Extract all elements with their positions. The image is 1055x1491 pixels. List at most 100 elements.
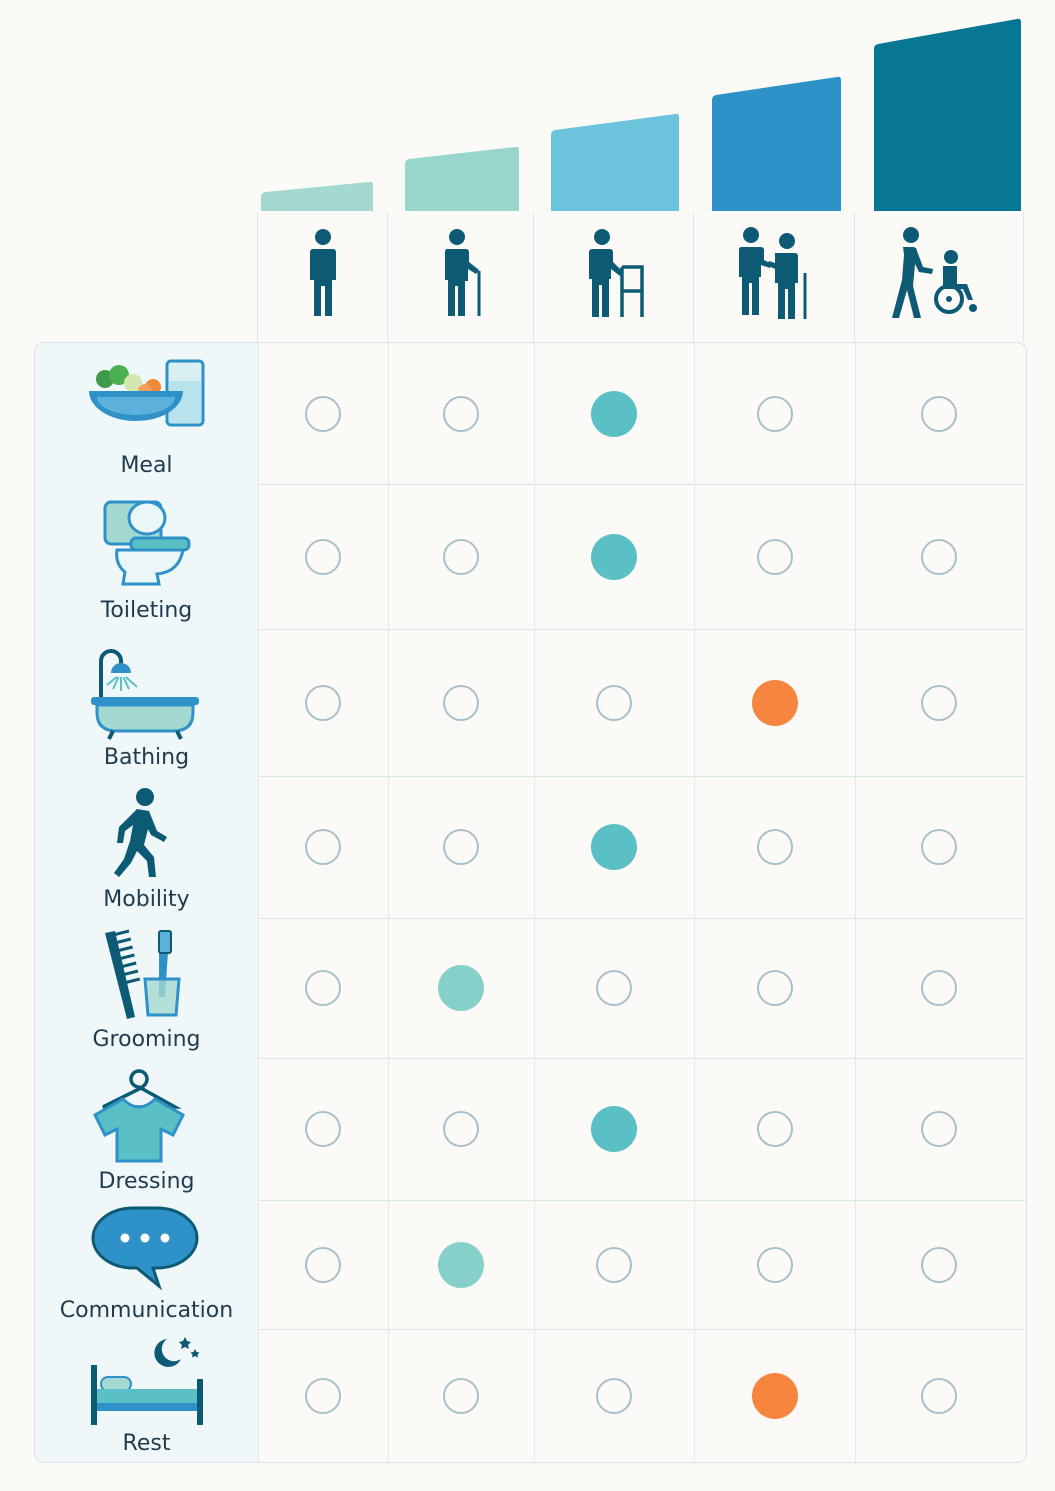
- level-radio-dot[interactable]: [756, 395, 793, 432]
- level-cell[interactable]: [855, 776, 1023, 918]
- level-cell[interactable]: [534, 776, 695, 918]
- care-level-bar: [405, 146, 519, 211]
- level-radio-dot[interactable]: [443, 395, 479, 432]
- level-radio-dot[interactable]: [756, 829, 793, 865]
- level-radio-dot[interactable]: [921, 395, 957, 432]
- level-cell[interactable]: [388, 1329, 535, 1462]
- level-cell[interactable]: [388, 343, 535, 484]
- selected-level-dot[interactable]: [591, 533, 637, 580]
- bed-moon-icon: [90, 1337, 203, 1425]
- level-radio-dot[interactable]: [443, 538, 479, 575]
- selected-level-dot[interactable]: [751, 1372, 798, 1419]
- level-radio-dot[interactable]: [443, 829, 479, 865]
- level-radio-dot[interactable]: [756, 970, 793, 1006]
- level-radio-dot[interactable]: [596, 684, 632, 721]
- level-radio-dot[interactable]: [443, 1377, 479, 1414]
- level-cell[interactable]: [855, 918, 1023, 1058]
- level-cell[interactable]: [694, 1329, 856, 1462]
- selected-level-dot[interactable]: [591, 1106, 637, 1152]
- level-cell[interactable]: [258, 776, 389, 918]
- level-radio-dot[interactable]: [921, 1377, 957, 1414]
- level-cell[interactable]: [258, 1058, 389, 1200]
- level-cell[interactable]: [534, 1200, 695, 1329]
- activity-label: Toileting: [100, 598, 193, 623]
- selected-level-dot[interactable]: [438, 965, 484, 1011]
- level-cell[interactable]: [855, 343, 1023, 484]
- activity-row: Dressing: [35, 1058, 1026, 1201]
- level-radio-dot[interactable]: [921, 1111, 957, 1147]
- level-cell[interactable]: [855, 484, 1023, 629]
- level-cell[interactable]: [534, 918, 695, 1058]
- level-radio-dot[interactable]: [756, 538, 793, 575]
- level-cell[interactable]: [855, 629, 1023, 776]
- level-cell[interactable]: [388, 484, 535, 629]
- selected-level-dot[interactable]: [591, 390, 637, 437]
- level-cell[interactable]: [534, 1329, 695, 1462]
- level-cell[interactable]: [388, 629, 535, 776]
- person-with-cane-icon: [444, 229, 481, 316]
- care-level-bar: [712, 76, 841, 211]
- activity-label-cell: Rest: [35, 1329, 259, 1462]
- level-cell[interactable]: [534, 343, 695, 484]
- level-cell[interactable]: [258, 1200, 389, 1329]
- level-radio-dot[interactable]: [921, 970, 957, 1006]
- level-cell[interactable]: [694, 1058, 856, 1200]
- activity-label-cell: Meal: [35, 343, 259, 484]
- level-radio-dot[interactable]: [756, 1111, 793, 1147]
- level-radio-dot[interactable]: [921, 1246, 957, 1283]
- level-radio-dot[interactable]: [305, 970, 341, 1006]
- activity-row: Grooming: [35, 918, 1026, 1059]
- person-with-walker-icon: [589, 229, 644, 317]
- care-level-bars: [261, 18, 1021, 211]
- level-cell[interactable]: [694, 776, 856, 918]
- level-radio-dot[interactable]: [921, 684, 957, 721]
- selected-level-dot[interactable]: [591, 824, 637, 870]
- care-level-header-cell: [693, 212, 855, 342]
- level-radio-dot[interactable]: [305, 829, 341, 865]
- activity-row: Mobility: [35, 776, 1026, 919]
- person-wheelchair-pushed-icon: [892, 227, 977, 318]
- level-cell[interactable]: [694, 343, 856, 484]
- level-radio-dot[interactable]: [596, 970, 632, 1006]
- level-radio-dot[interactable]: [305, 1377, 341, 1414]
- level-cell[interactable]: [388, 1058, 535, 1200]
- care-level-header-cell: [533, 212, 694, 342]
- level-cell[interactable]: [694, 484, 856, 629]
- selected-level-dot[interactable]: [438, 1241, 484, 1288]
- level-radio-dot[interactable]: [305, 1111, 341, 1147]
- level-radio-dot[interactable]: [305, 1246, 341, 1283]
- level-radio-dot[interactable]: [305, 538, 341, 575]
- level-cell[interactable]: [388, 1200, 535, 1329]
- level-cell[interactable]: [258, 918, 389, 1058]
- level-cell[interactable]: [388, 918, 535, 1058]
- level-radio-dot[interactable]: [921, 829, 957, 865]
- level-radio-dot[interactable]: [921, 538, 957, 575]
- level-radio-dot[interactable]: [305, 684, 341, 721]
- level-cell[interactable]: [258, 343, 389, 484]
- level-cell[interactable]: [694, 629, 856, 776]
- selected-level-dot[interactable]: [751, 679, 798, 726]
- activity-label-cell: Toileting: [35, 484, 259, 629]
- level-cell[interactable]: [855, 1058, 1023, 1200]
- level-cell[interactable]: [388, 776, 535, 918]
- level-cell[interactable]: [258, 1329, 389, 1462]
- meal-bowl-icon: [88, 359, 204, 427]
- level-radio-dot[interactable]: [443, 684, 479, 721]
- level-cell[interactable]: [534, 629, 695, 776]
- level-radio-dot[interactable]: [596, 1246, 632, 1283]
- activity-label-cell: Bathing: [35, 629, 259, 776]
- level-cell[interactable]: [694, 918, 856, 1058]
- level-cell[interactable]: [258, 629, 389, 776]
- level-cell[interactable]: [855, 1329, 1023, 1462]
- level-radio-dot[interactable]: [756, 1246, 793, 1283]
- care-level-header-cell: [257, 212, 388, 342]
- level-cell[interactable]: [855, 1200, 1023, 1329]
- adl-matrix: Meal Toileting Bathing Mobility Grooming Dres…: [34, 342, 1027, 1463]
- level-cell[interactable]: [258, 484, 389, 629]
- level-radio-dot[interactable]: [596, 1377, 632, 1414]
- level-radio-dot[interactable]: [305, 395, 341, 432]
- level-cell[interactable]: [534, 1058, 695, 1200]
- level-cell[interactable]: [694, 1200, 856, 1329]
- level-radio-dot[interactable]: [443, 1111, 479, 1147]
- level-cell[interactable]: [534, 484, 695, 629]
